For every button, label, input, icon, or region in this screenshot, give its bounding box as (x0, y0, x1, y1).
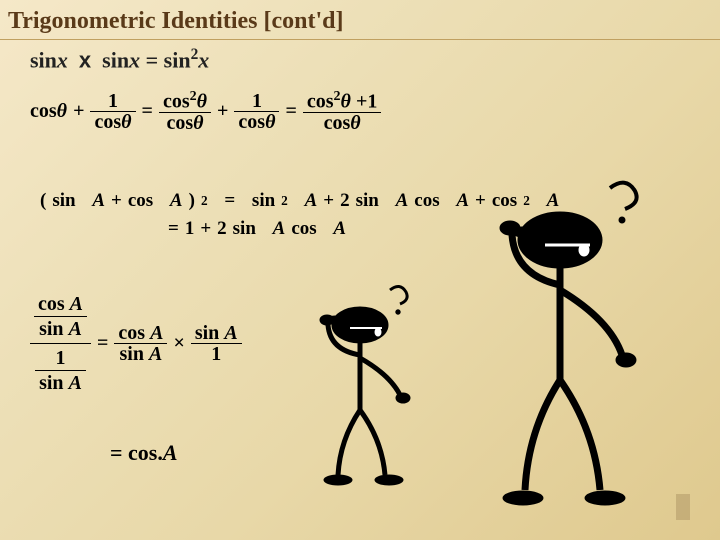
var-A: A (70, 293, 83, 315)
num: 1 (234, 91, 279, 111)
inner-frac-bot: 1 sin A (35, 346, 86, 395)
frac-m1: cos A sin A (114, 323, 167, 364)
sin: sin (195, 322, 219, 344)
cos: cos (307, 91, 334, 113)
cos: cos (94, 111, 121, 133)
identity-line-1: sinx x sinx = sin2x (0, 40, 720, 73)
cos: cos (324, 112, 351, 134)
var-A: A (149, 343, 162, 365)
sin: sin (233, 218, 256, 240)
confused-figure-big-icon (450, 180, 680, 520)
var-A: A (333, 218, 346, 240)
sin-label-2: sin (102, 47, 129, 72)
times: × (173, 332, 184, 355)
equals: = (224, 190, 235, 212)
sin: sin (356, 190, 379, 212)
page-marker-icon (676, 494, 690, 520)
cos: cos (414, 190, 439, 212)
two: 2 (340, 190, 350, 212)
var-A: A (150, 322, 163, 344)
exp: 2 (201, 193, 208, 209)
exp: 2 (190, 89, 197, 104)
var-A: A (69, 372, 82, 394)
one: 1 (185, 218, 195, 240)
inner-frac-top: cos A sin A (34, 292, 87, 341)
theta: θ (121, 111, 131, 133)
num: 1 (90, 91, 135, 111)
var-A: A (92, 190, 105, 212)
var-A: A (396, 190, 409, 212)
lparen: ( (40, 190, 46, 212)
identity-eq-5: = cos.A (110, 440, 178, 466)
equals: = (146, 47, 159, 72)
multiply-symbol: x (79, 47, 91, 72)
theta: θ (197, 91, 207, 113)
sin-label: sin (30, 47, 57, 72)
cos: cos (38, 293, 65, 315)
sin: sin (120, 343, 144, 365)
theta: θ (341, 91, 351, 113)
frac-4: cos2θ +1 cosθ (303, 90, 381, 133)
one: 1 (191, 343, 242, 364)
confused-figure-small-icon (290, 280, 450, 500)
var-A: A (170, 190, 183, 212)
var-x-3: x (198, 47, 209, 72)
plus: + (356, 91, 367, 113)
plus: + (200, 218, 211, 240)
frac-m2: sin A 1 (191, 323, 242, 364)
equals: = (285, 100, 296, 123)
cos: cos (128, 440, 157, 465)
theta: θ (57, 100, 67, 122)
frac-1: 1 cosθ (90, 91, 135, 132)
exp: 2 (281, 193, 288, 209)
var-A: A (69, 318, 82, 340)
var-A: A (273, 218, 286, 240)
cos: cos (128, 190, 153, 212)
big-frac: cos A sin A 1 sin A (30, 290, 91, 397)
one: 1 (35, 346, 86, 370)
equals: = (168, 218, 179, 240)
cos: cos (238, 111, 265, 133)
var-x: x (57, 47, 68, 72)
var-A: A (224, 322, 237, 344)
plus: + (111, 190, 122, 212)
cos: cos (118, 322, 145, 344)
var-A: A (305, 190, 318, 212)
exp: 2 (334, 89, 341, 104)
identity-eq-2: cosθ + 1 cosθ = cos2θ cosθ + 1 cosθ = co… (30, 90, 381, 133)
equals: = (97, 332, 108, 355)
cos: cos (166, 112, 193, 134)
cos: cos (163, 91, 190, 113)
plus: + (323, 190, 334, 212)
var-x-2: x (129, 47, 140, 72)
sin: sin (52, 190, 75, 212)
plus: + (217, 100, 228, 123)
theta: θ (265, 111, 275, 133)
var-A: A (163, 440, 178, 465)
theta: θ (193, 112, 203, 134)
cos: cos (291, 218, 316, 240)
rparen: ) (189, 190, 195, 212)
sin: sin (39, 318, 63, 340)
frac-3: 1 cosθ (234, 91, 279, 132)
identity-eq-4: cos A sin A 1 sin A = cos A sin A × sin … (30, 290, 242, 397)
frac-2: cos2θ cosθ (159, 90, 211, 133)
two: 2 (217, 218, 227, 240)
sin: sin (252, 190, 275, 212)
one: 1 (367, 91, 377, 113)
sin-label-3: sin (164, 47, 191, 72)
slide-title: Trigonometric Identities [cont'd] (0, 0, 720, 40)
equals: = (142, 100, 153, 123)
sin: sin (39, 372, 63, 394)
plus: + (73, 100, 84, 123)
cos: cos (30, 100, 57, 122)
theta: θ (350, 112, 360, 134)
equals: = (110, 440, 123, 465)
